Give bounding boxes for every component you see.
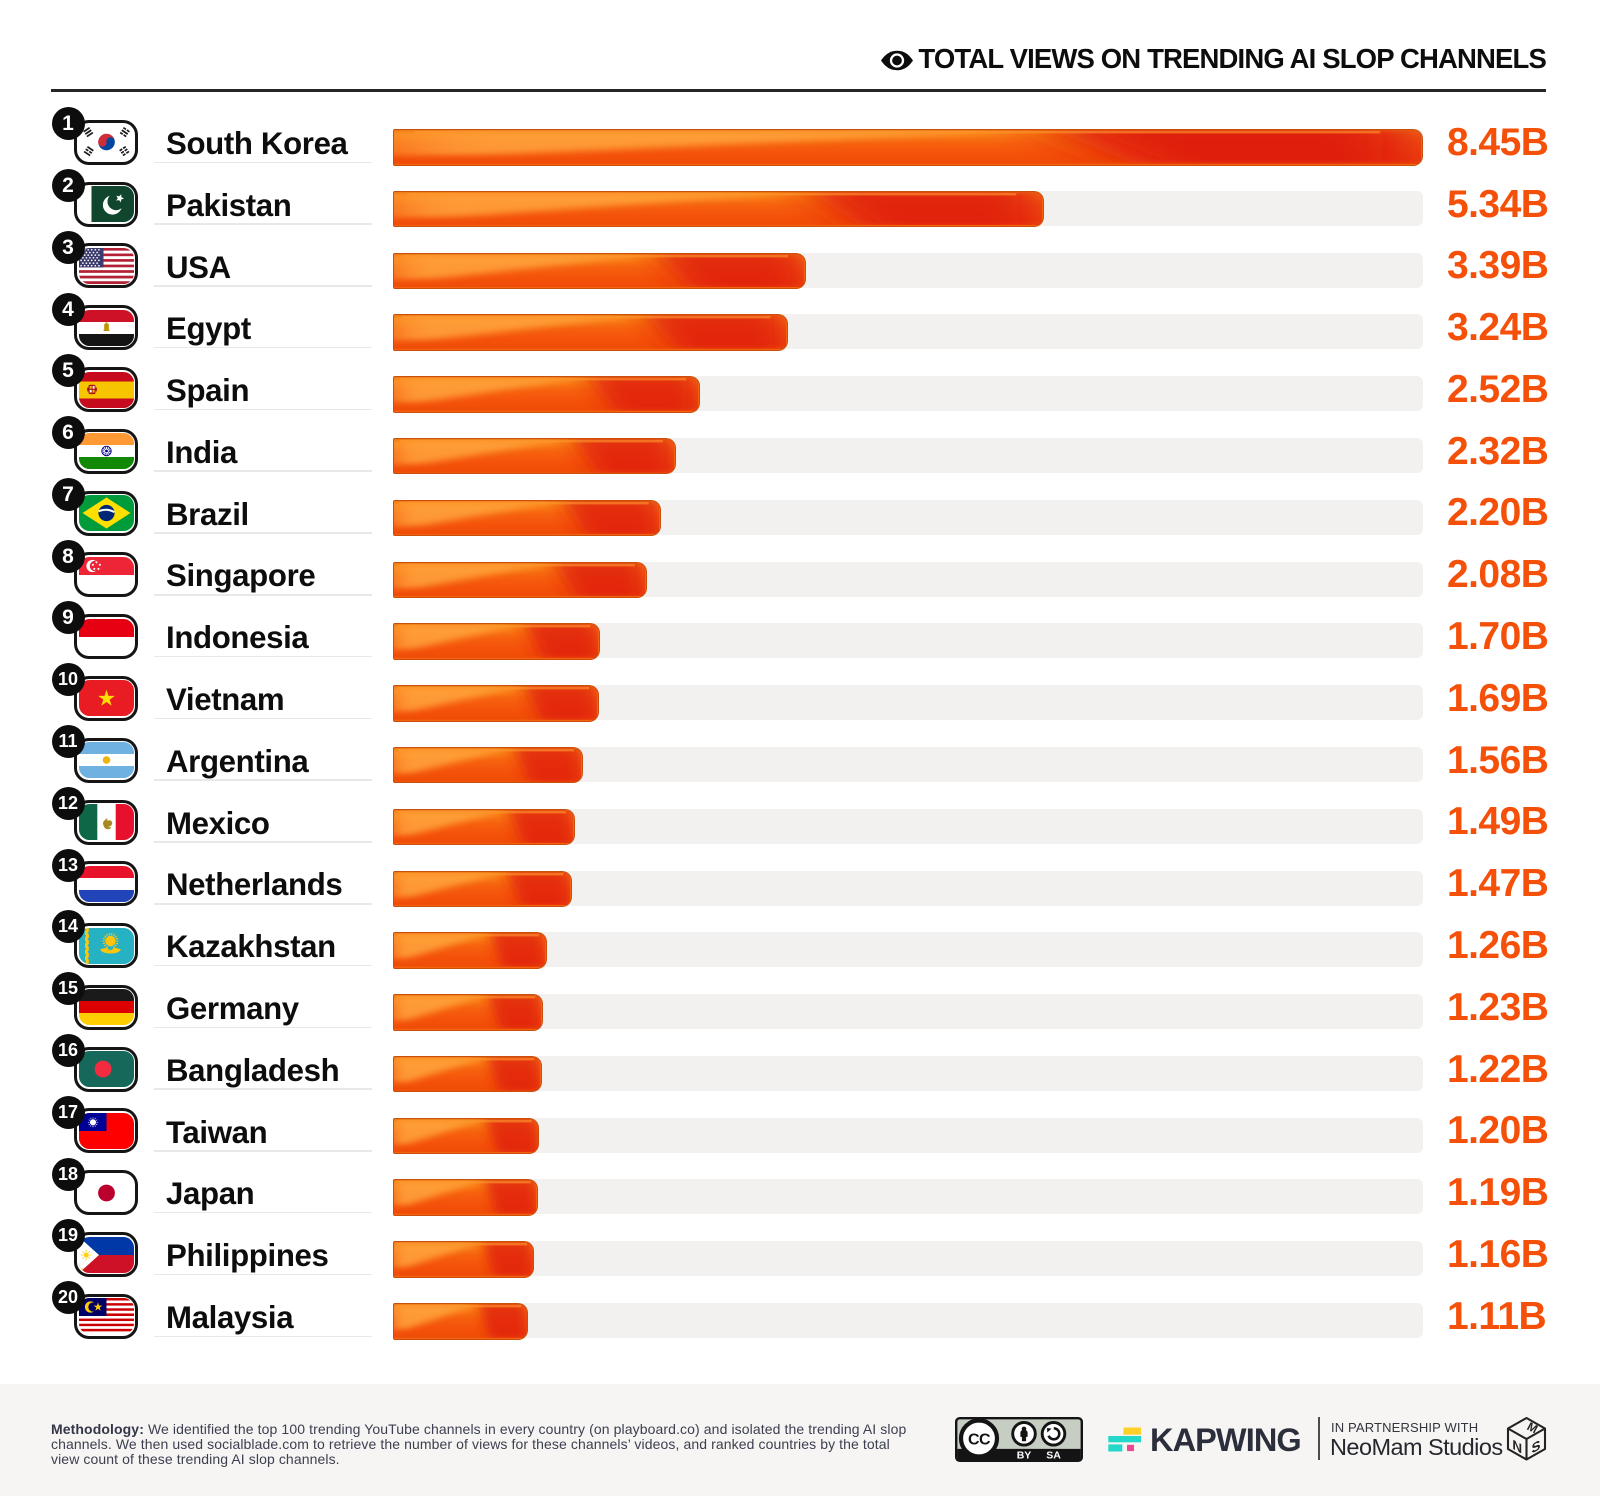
svg-text:BY: BY bbox=[1017, 1450, 1032, 1462]
svg-text:CC: CC bbox=[968, 1431, 991, 1448]
svg-text:S: S bbox=[1531, 1437, 1540, 1457]
svg-text:N: N bbox=[1512, 1437, 1522, 1457]
svg-text:SA: SA bbox=[1046, 1450, 1061, 1462]
